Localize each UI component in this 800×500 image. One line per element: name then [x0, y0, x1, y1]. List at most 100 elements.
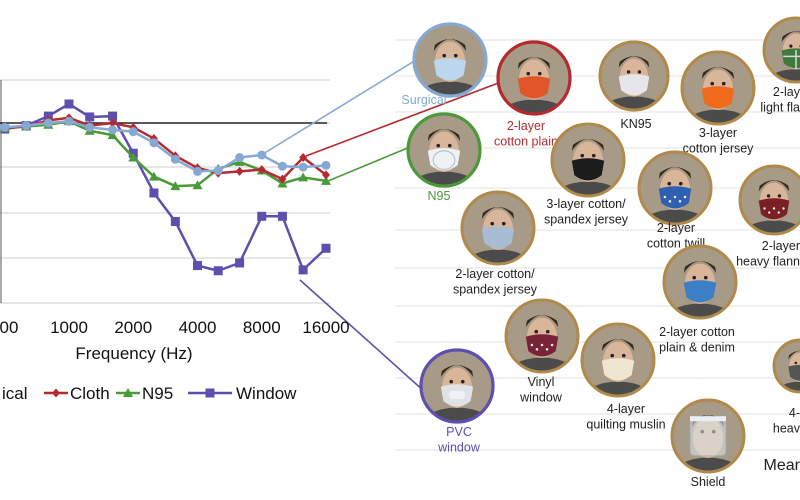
eye-right [537, 71, 542, 76]
mask-label: plain & denim [659, 341, 735, 355]
legend-item-cloth: Cloth [44, 384, 110, 403]
legend-item-window: Window [188, 384, 297, 403]
pattern-dot [678, 200, 682, 203]
mask-photo: Surgical [401, 22, 488, 107]
data-point [149, 138, 159, 148]
eye-left [789, 44, 793, 48]
legend-label: Window [236, 384, 297, 403]
legend-label: ical [2, 384, 28, 403]
eye-right [721, 81, 726, 86]
photo-ring [419, 348, 495, 424]
connector-cloth [305, 81, 502, 157]
data-point [257, 150, 267, 160]
photo-ring [762, 16, 800, 84]
eye-right [703, 275, 708, 280]
hair-shape [440, 364, 474, 377]
mask-photo: N95 [406, 112, 482, 203]
mask-label: window [437, 441, 481, 455]
pattern-dot [763, 207, 766, 210]
photo-ring [504, 298, 580, 374]
mask-shape [701, 86, 735, 109]
pattern-dot [545, 348, 549, 351]
eye-left [526, 71, 531, 76]
shirt-shape [765, 69, 800, 82]
hair-shape [481, 206, 515, 219]
shield-band [690, 416, 726, 422]
photo-content [408, 114, 480, 186]
data-point [170, 181, 181, 191]
pattern-dot [772, 207, 776, 210]
data-point [148, 171, 159, 181]
photo-ring [412, 22, 488, 98]
mask-label: 2-layer [762, 239, 800, 253]
legend-marker [52, 388, 60, 398]
eye-left [626, 70, 631, 74]
photo-content [664, 246, 736, 318]
data-point [85, 122, 95, 132]
mask-shape [517, 76, 551, 99]
mask-photo: PVC window [419, 348, 495, 455]
series-line-window [4, 102, 327, 272]
eye-left [794, 361, 798, 365]
mask-label: window [519, 391, 563, 405]
photo-content [600, 42, 668, 110]
pattern-dot [777, 211, 780, 214]
eye-right [637, 70, 642, 74]
data-point [235, 166, 244, 176]
mask-label: Vinyl [528, 375, 555, 389]
mask-label: Mear [764, 457, 800, 474]
respirator-seam [432, 150, 456, 171]
connector-window [299, 279, 426, 393]
photo-content [639, 152, 711, 224]
photo-content [740, 166, 800, 234]
data-point [64, 99, 74, 109]
eye-right [447, 143, 452, 148]
pattern-dot [530, 343, 534, 347]
data-point [21, 121, 31, 131]
eye-right [621, 353, 626, 358]
mask-label: 2-layer cotton/ [455, 267, 535, 281]
mask-label: quilting muslin [586, 418, 665, 432]
photo-ring [406, 112, 482, 188]
photo-content [462, 192, 534, 264]
data-point [170, 154, 180, 164]
data-point [321, 175, 331, 185]
mask-photo: Shield [670, 398, 746, 489]
photo-ring [772, 338, 800, 394]
mask-photo: 2-layer cotton plain [494, 40, 572, 149]
mask-label: 4-layer [607, 402, 645, 416]
shirt-shape [507, 357, 577, 372]
x-tick-label: 00 [0, 318, 18, 337]
x-tick-label: 4000 [179, 318, 217, 337]
data-point [108, 111, 118, 121]
mask-shape [618, 74, 650, 96]
mask-photo: 3-layer cotton jersey [680, 50, 756, 156]
data-point [235, 153, 245, 163]
legend-item-surgical: ical [2, 384, 28, 403]
data-point [64, 116, 74, 126]
data-point [170, 216, 180, 226]
legend-label: N95 [142, 384, 173, 403]
shirt-shape [683, 109, 753, 124]
legend: ical Cloth N95 Window [2, 384, 297, 403]
data-point [213, 266, 223, 276]
mask-label: 2-layer cotton [659, 325, 735, 339]
data-point [257, 211, 267, 221]
mask-photo: 2-lay light fla [760, 16, 800, 115]
pattern-dot [668, 200, 672, 203]
mask-shape [571, 158, 605, 181]
shirt-shape [741, 220, 800, 234]
mask-label: 4- [789, 406, 800, 420]
x-axis-title: Frequency (Hz) [75, 344, 192, 363]
pattern-dot [535, 348, 539, 351]
data-point [108, 125, 118, 135]
shirt-shape [775, 381, 800, 392]
data-point [277, 161, 287, 171]
data-point [322, 170, 330, 180]
mask-shape [788, 364, 800, 381]
hair-shape [701, 66, 735, 79]
pattern-dot [663, 195, 667, 199]
mask-label: heavy flann [736, 255, 800, 269]
photo-ring [637, 150, 713, 226]
legend-label: Cloth [70, 384, 110, 403]
